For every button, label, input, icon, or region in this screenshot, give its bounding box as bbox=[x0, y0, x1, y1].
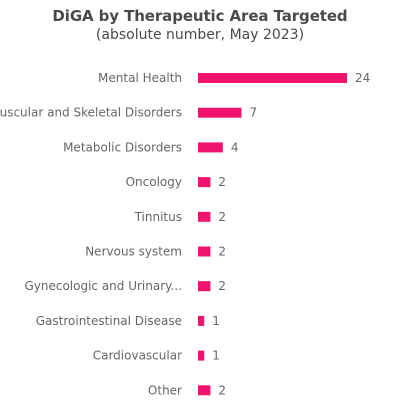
bar bbox=[198, 315, 205, 326]
category-label: Nervous system bbox=[85, 245, 182, 259]
value-label: 2 bbox=[218, 279, 226, 293]
bar bbox=[198, 246, 211, 257]
category-label: Gynecologic and Urinary... bbox=[24, 279, 182, 293]
chart-subtitle: (absolute number, May 2023) bbox=[95, 27, 305, 43]
value-label: 2 bbox=[218, 383, 226, 397]
bar bbox=[198, 350, 205, 361]
chart-title: DiGA by Therapeutic Area Targeted bbox=[52, 7, 348, 25]
category-label: Metabolic Disorders bbox=[63, 140, 182, 154]
category-label: Gastrointestinal Disease bbox=[36, 314, 182, 328]
bar bbox=[198, 73, 347, 83]
bar bbox=[198, 107, 242, 118]
category-label: Oncology bbox=[126, 175, 182, 189]
value-label: 24 bbox=[355, 71, 370, 85]
category-label: Other bbox=[148, 383, 182, 397]
category-label: Tinnitus bbox=[134, 210, 182, 224]
value-label: 2 bbox=[218, 175, 226, 189]
bar bbox=[198, 281, 211, 292]
bar bbox=[198, 211, 211, 222]
bar bbox=[198, 177, 211, 188]
value-label: 2 bbox=[218, 245, 226, 259]
value-label: 1 bbox=[212, 314, 220, 328]
value-label: 2 bbox=[218, 210, 226, 224]
value-label: 1 bbox=[212, 349, 220, 363]
value-label: 7 bbox=[249, 106, 257, 120]
value-label: 4 bbox=[231, 140, 239, 154]
category-label: Mental Health bbox=[98, 71, 182, 85]
category-label: Cardiovascular bbox=[93, 349, 182, 363]
category-label: Muscular and Skeletal Disorders bbox=[0, 106, 182, 120]
bar bbox=[198, 142, 223, 153]
bar bbox=[198, 385, 211, 396]
